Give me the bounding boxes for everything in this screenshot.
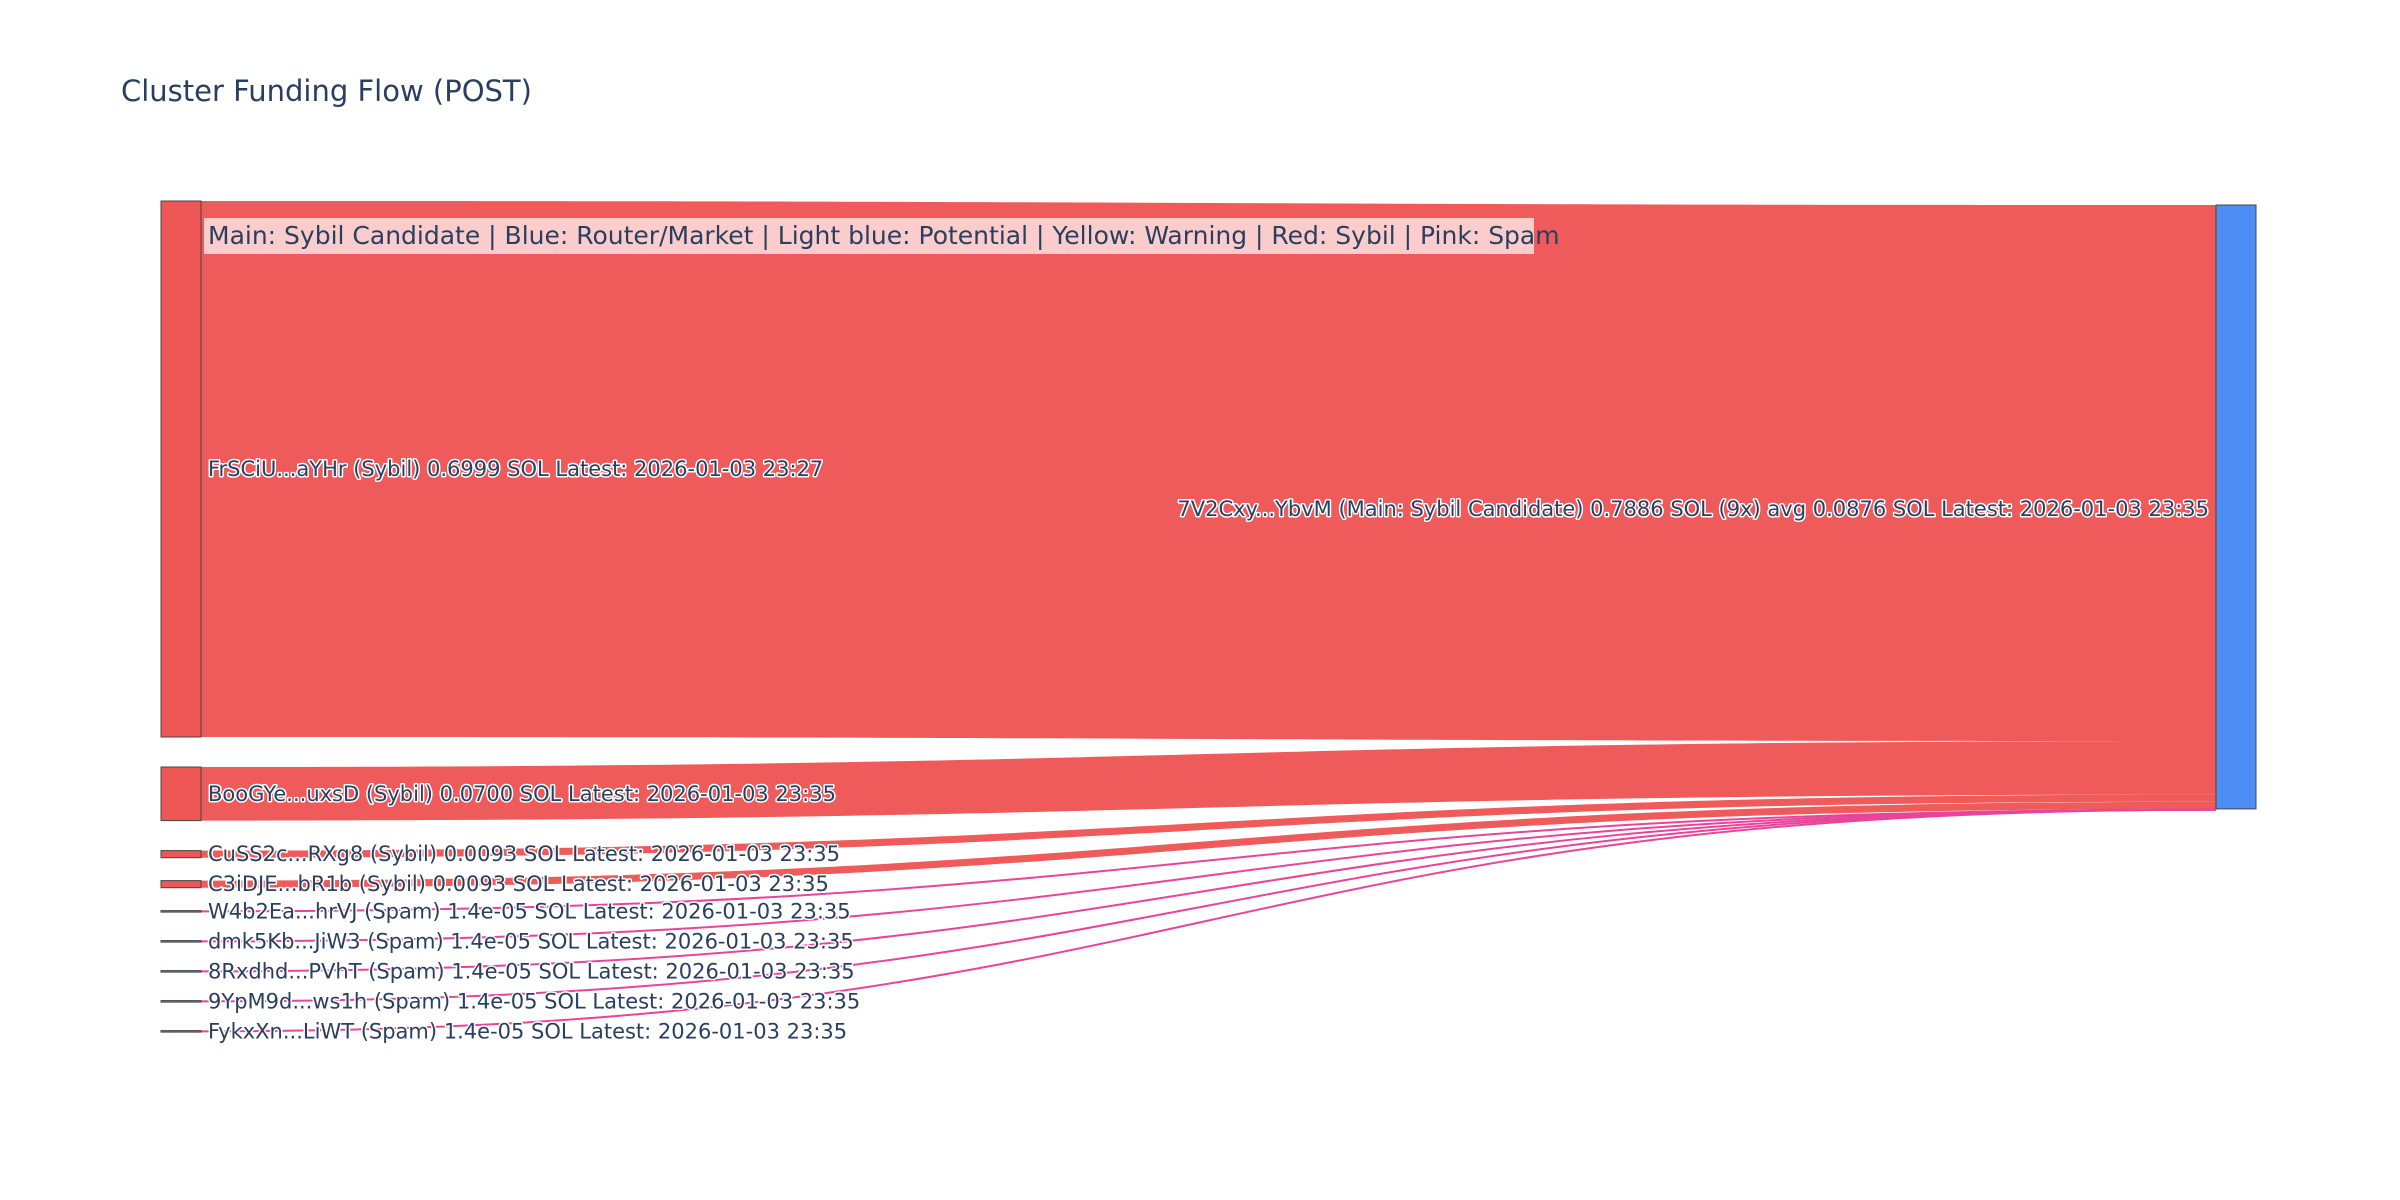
source-node-label: 8Rxdhd...PVhT (Spam) 1.4e-05 SOL Latest:… (208, 959, 855, 983)
source-node[interactable] (160, 766, 202, 822)
legend-annotation: Main: Sybil Candidate | Blue: Router/Mar… (208, 221, 1560, 250)
target-node[interactable] (2215, 204, 2257, 810)
sankey-link (200, 808, 2217, 913)
chart-title: Cluster Funding Flow (POST) (121, 74, 532, 108)
source-node[interactable] (160, 1030, 202, 1033)
sankey-link (200, 808, 2217, 1003)
source-node[interactable] (160, 970, 202, 973)
sankey-link (201, 201, 2216, 741)
target-node-label: 7V2Cxy...YbvM (Main: Sybil Candidate) 0.… (1177, 497, 2209, 521)
legend-annotation-background (204, 218, 1534, 254)
source-node[interactable] (160, 940, 202, 943)
sankey-link (200, 808, 2217, 943)
source-node[interactable] (160, 880, 202, 889)
source-node-label: CuSS2c...RXg8 (Sybil) 0.0093 SOL Latest:… (208, 842, 840, 866)
source-node-label: FrSCiU...aYHr (Sybil) 0.6999 SOL Latest:… (208, 457, 823, 481)
source-node[interactable] (160, 850, 202, 859)
sankey-nodes (160, 200, 2257, 1033)
sankey-labels: FrSCiU...aYHr (Sybil) 0.6999 SOL Latest:… (207, 456, 2211, 1045)
sankey-link (200, 808, 2217, 973)
source-node-label: BooGYe...uxsD (Sybil) 0.0700 SOL Latest:… (208, 782, 836, 806)
source-node-label: 9YpM9d...ws1h (Spam) 1.4e-05 SOL Latest:… (208, 989, 860, 1013)
source-node-label: W4b2Ea...hrVJ (Spam) 1.4e-05 SOL Latest:… (208, 899, 851, 923)
sankey-link (201, 801, 2216, 888)
sankey-links (200, 201, 2217, 1033)
source-node-label: dmk5Kb...JiW3 (Spam) 1.4e-05 SOL Latest:… (208, 929, 854, 953)
source-node[interactable] (160, 200, 202, 738)
source-node-label: FykxXn...LiWT (Spam) 1.4e-05 SOL Latest:… (208, 1019, 847, 1043)
source-node[interactable] (160, 1000, 202, 1003)
source-node[interactable] (160, 910, 202, 913)
sankey-link (200, 808, 2217, 1033)
sankey-link (201, 741, 2216, 821)
source-node-label: C3iDJE...bR1b (Sybil) 0.0093 SOL Latest:… (208, 872, 829, 896)
sankey-link (201, 794, 2216, 858)
